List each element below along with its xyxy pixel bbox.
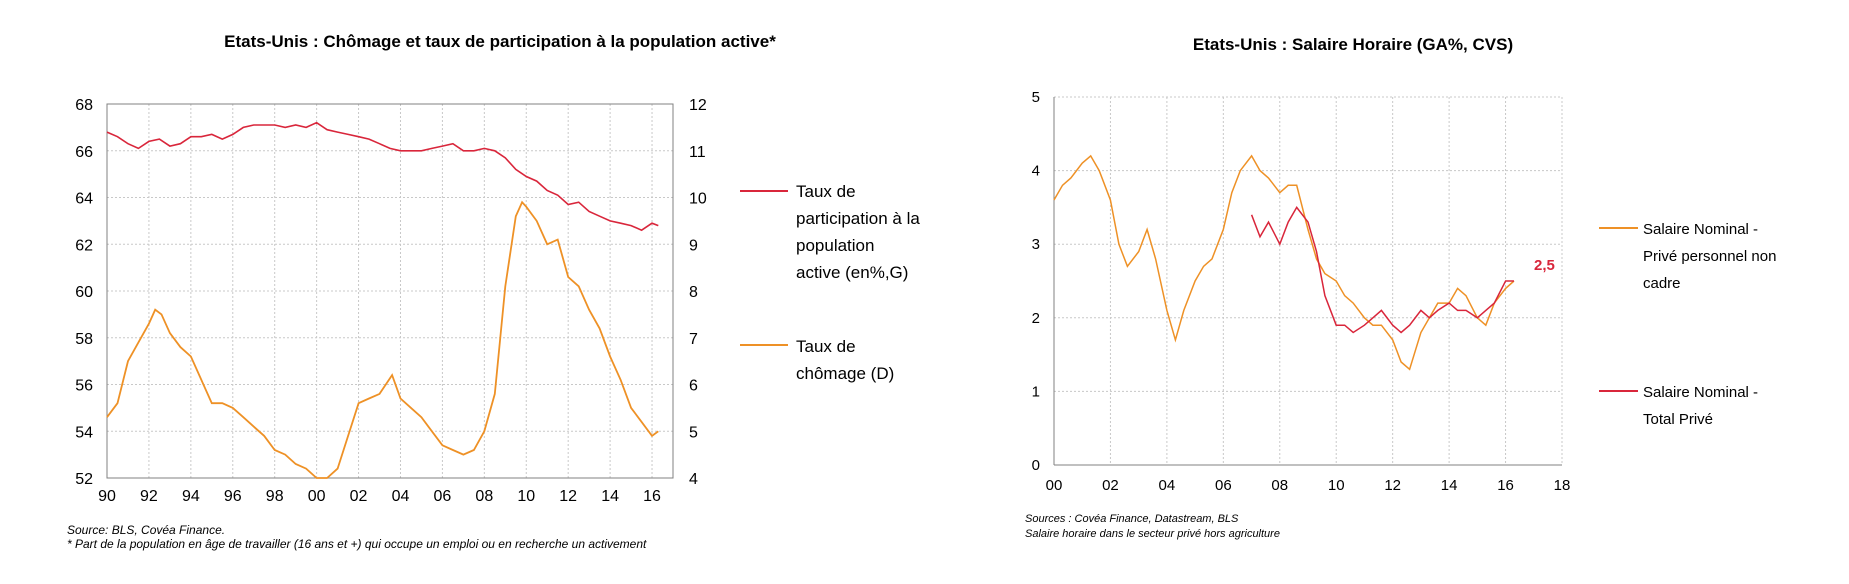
x-tick-label: 16 bbox=[643, 488, 661, 505]
x-tick-label: 04 bbox=[392, 488, 410, 505]
x-tick-label: 12 bbox=[1384, 477, 1401, 494]
series-line-nominal-total bbox=[1250, 206, 1514, 334]
series-line-nominal-nonsupervisory bbox=[1053, 154, 1515, 371]
chart-unemployment-participation: Etats-Unis : Chômage et taux de particip… bbox=[67, 32, 920, 551]
x-tick-label: 06 bbox=[434, 488, 452, 505]
legend-label-participation-3: population bbox=[796, 236, 874, 255]
legend-label-total-2: Total Privé bbox=[1643, 411, 1713, 428]
x-tick-label: 08 bbox=[1271, 477, 1288, 494]
chart2-title: Etats-Unis : Salaire Horaire (GA%, CVS) bbox=[1193, 35, 1513, 54]
x-tick-label: 94 bbox=[182, 488, 200, 505]
x-tick-label: 10 bbox=[517, 488, 535, 505]
y-right-tick-label: 6 bbox=[689, 378, 698, 395]
series-line-unemployment bbox=[106, 200, 659, 479]
legend-label-participation-1: Taux de bbox=[796, 182, 856, 201]
x-tick-label: 16 bbox=[1497, 477, 1514, 494]
x-tick-label: 08 bbox=[475, 488, 493, 505]
x-tick-label: 00 bbox=[308, 488, 326, 505]
chart-hourly-wages: Etats-Unis : Salaire Horaire (GA%, CVS) … bbox=[1025, 35, 1776, 540]
y-left-tick-label: 56 bbox=[75, 378, 93, 395]
legend-label-nonsupervisory-1: Salaire Nominal - bbox=[1643, 221, 1758, 238]
y-right-tick-label: 11 bbox=[689, 144, 706, 161]
chart1-plot-area bbox=[106, 103, 674, 479]
y-right-tick-label: 10 bbox=[689, 191, 707, 208]
y-tick-label: 3 bbox=[1032, 236, 1040, 253]
y-left-tick-label: 66 bbox=[75, 144, 93, 161]
legend-label-unemployment-1: Taux de bbox=[796, 337, 856, 356]
y-left-tick-label: 60 bbox=[75, 284, 93, 301]
y-left-tick-label: 68 bbox=[75, 97, 93, 114]
legend-label-participation-2: participation à la bbox=[796, 209, 920, 228]
x-tick-label: 10 bbox=[1328, 477, 1345, 494]
y-left-tick-label: 62 bbox=[75, 237, 93, 254]
y-left-tick-label: 54 bbox=[75, 424, 93, 441]
y-right-tick-label: 4 bbox=[689, 471, 698, 488]
x-tick-label: 14 bbox=[1441, 477, 1458, 494]
x-tick-label: 90 bbox=[98, 488, 116, 505]
x-tick-label: 98 bbox=[266, 488, 284, 505]
x-tick-label: 06 bbox=[1215, 477, 1232, 494]
y-tick-label: 4 bbox=[1032, 163, 1040, 180]
legend-label-participation-4: active (en%,G) bbox=[796, 263, 908, 282]
chart1-footnote: * Part de la population en âge de travai… bbox=[67, 537, 647, 551]
y-left-tick-label: 52 bbox=[75, 471, 93, 488]
x-tick-label: 04 bbox=[1159, 477, 1176, 494]
legend-label-nonsupervisory-2: Privé personnel non bbox=[1643, 248, 1776, 265]
y-tick-label: 1 bbox=[1032, 383, 1040, 400]
y-tick-label: 0 bbox=[1032, 457, 1040, 474]
x-tick-label: 14 bbox=[601, 488, 619, 505]
y-right-tick-label: 8 bbox=[689, 284, 698, 301]
y-right-tick-label: 12 bbox=[689, 97, 707, 114]
series-line-participation bbox=[106, 121, 659, 232]
y-right-tick-label: 5 bbox=[689, 424, 698, 441]
legend-label-total-1: Salaire Nominal - bbox=[1643, 384, 1758, 401]
y-tick-label: 5 bbox=[1032, 89, 1040, 106]
y-tick-label: 2 bbox=[1032, 310, 1040, 327]
y-right-tick-label: 7 bbox=[689, 331, 698, 348]
legend-label-unemployment-2: chômage (D) bbox=[796, 364, 894, 383]
chart1-source: Source: BLS, Covéa Finance. bbox=[67, 523, 225, 537]
chart2-source: Sources : Covéa Finance, Datastream, BLS bbox=[1025, 513, 1239, 525]
y-right-tick-label: 9 bbox=[689, 237, 698, 254]
x-tick-label: 18 bbox=[1554, 477, 1571, 494]
x-tick-label: 02 bbox=[350, 488, 368, 505]
x-tick-label: 00 bbox=[1046, 477, 1063, 494]
chart1-title: Etats-Unis : Chômage et taux de particip… bbox=[224, 32, 776, 51]
x-tick-label: 12 bbox=[559, 488, 577, 505]
x-tick-label: 92 bbox=[140, 488, 158, 505]
chart2-footnote: Salaire horaire dans le secteur privé ho… bbox=[1025, 528, 1280, 540]
legend-label-nonsupervisory-3: cadre bbox=[1643, 275, 1681, 292]
y-left-tick-label: 58 bbox=[75, 331, 93, 348]
annotation-last-value: 2,5 bbox=[1534, 257, 1555, 274]
x-tick-label: 02 bbox=[1102, 477, 1119, 494]
x-tick-label: 96 bbox=[224, 488, 242, 505]
y-left-tick-label: 64 bbox=[75, 191, 93, 208]
